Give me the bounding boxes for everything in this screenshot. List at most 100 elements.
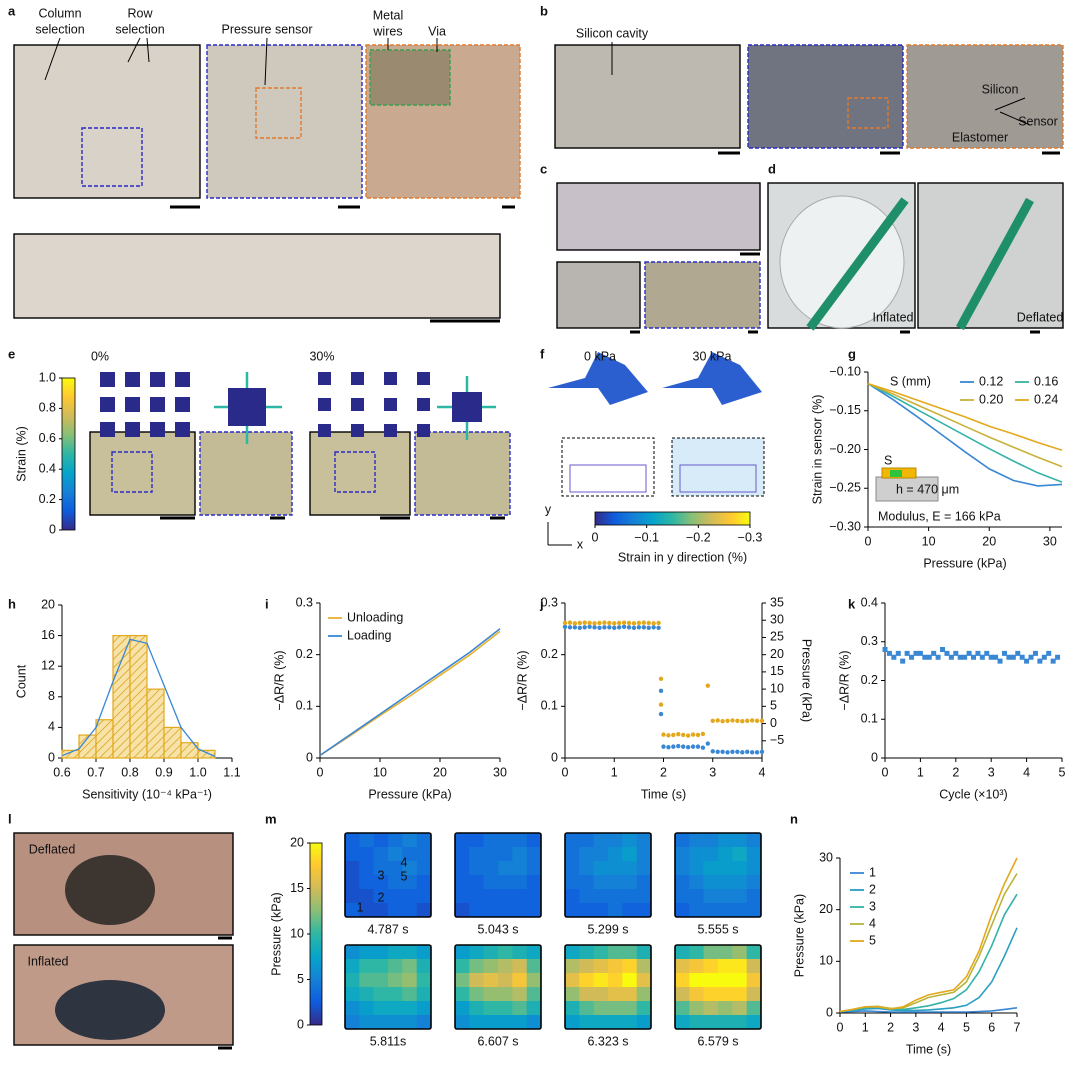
annotation: 30 kPa — [693, 349, 732, 363]
heatmap-cell — [498, 875, 513, 890]
point — [658, 711, 664, 717]
heatmap-cell — [469, 1001, 484, 1016]
heatmap-cell — [469, 1015, 484, 1030]
heatmap-cell — [359, 1015, 374, 1030]
heatmap-cell — [402, 1001, 417, 1016]
heatmap-cell — [345, 945, 360, 960]
heatmap-cell — [483, 945, 499, 960]
heatmap-cell — [675, 959, 690, 974]
heatmap-cell — [608, 945, 623, 960]
heatmap-cell — [345, 1001, 360, 1016]
point — [900, 658, 906, 664]
x-tick-label: 0.6 — [53, 765, 70, 779]
x-tick-label: 0 — [837, 1020, 844, 1034]
colorbar-tick-label: 0 — [297, 1017, 304, 1031]
heatmap-cell — [689, 959, 704, 974]
y-tick-label: 0.3 — [296, 595, 313, 609]
line-series — [319, 630, 501, 757]
heatmap-cell — [388, 903, 403, 918]
line-series — [839, 873, 1018, 1013]
cell-label: 3 — [378, 868, 385, 882]
panel-label: h — [8, 596, 16, 611]
inset-detail — [679, 464, 757, 493]
point — [1055, 654, 1061, 660]
x-axis-label: Pressure (kPa) — [368, 787, 451, 801]
y-tick-label: 0.1 — [296, 699, 313, 713]
catheter — [806, 197, 909, 331]
frame-time: 5.555 s — [697, 922, 738, 936]
inset-block — [875, 476, 939, 502]
x-tick-label: 4 — [1023, 765, 1030, 779]
heatmap-cell — [359, 875, 374, 890]
point — [592, 625, 597, 630]
x-tick-label: 0 — [562, 765, 569, 779]
heatmap-frame — [564, 944, 652, 1030]
y-axis-label: Pressure (kPa) — [792, 894, 806, 977]
heatmap-cell — [373, 945, 389, 960]
point — [988, 654, 994, 660]
photo — [644, 261, 761, 329]
heatmap-cell — [345, 861, 360, 876]
point — [681, 732, 686, 738]
heatmap-cell — [512, 1001, 527, 1016]
x-tick-label: 10 — [373, 765, 387, 779]
sensor-model — [662, 352, 762, 405]
heatmap-cell — [746, 959, 762, 974]
sensor-island — [175, 372, 190, 387]
heatmap-cell — [469, 833, 484, 848]
photo — [747, 44, 904, 149]
heatmap-cell — [455, 861, 470, 876]
heatmap-cell — [455, 1015, 470, 1030]
heatmap-cell — [402, 959, 417, 974]
heatmap-cell — [732, 889, 747, 904]
y-tick-label: 10 — [819, 954, 833, 968]
colorbar-label: Pressure (kPa) — [269, 892, 283, 975]
sensor-island — [384, 398, 397, 411]
panel-label: e — [8, 346, 15, 361]
heatmap-cell — [689, 1001, 704, 1016]
heatmap-cell — [526, 987, 542, 1002]
heatmap-cell — [469, 861, 484, 876]
point — [745, 749, 750, 754]
colorbar — [594, 511, 751, 526]
point — [705, 741, 711, 746]
x-tick-label: 20 — [433, 765, 447, 779]
heatmap-cell — [703, 847, 719, 862]
x-tick-label: 0.7 — [87, 765, 104, 779]
heatmap-cell — [675, 987, 690, 1002]
point — [607, 620, 612, 626]
line-series — [839, 893, 1018, 1013]
colorbar-tick-label: 0.4 — [39, 461, 56, 475]
point — [1037, 658, 1043, 664]
point — [754, 750, 760, 755]
point — [587, 620, 592, 626]
heatmap-cell — [469, 959, 484, 974]
y-tick-label: 20 — [819, 902, 833, 916]
sensor-island — [125, 372, 140, 387]
line-series — [867, 382, 1063, 468]
point — [658, 676, 664, 681]
heatmap-cell — [593, 903, 609, 918]
heatmap-cell — [345, 987, 360, 1002]
sensor-island — [384, 372, 397, 385]
point — [631, 625, 637, 630]
heatmap-cell — [622, 987, 637, 1002]
annotation: 0 kPa — [584, 349, 616, 363]
legend-label: Unloading — [347, 610, 403, 624]
y2-tick-label: 10 — [770, 681, 784, 695]
annotation: x — [577, 537, 584, 551]
annotation: selection — [35, 22, 84, 36]
point — [1019, 654, 1025, 660]
point — [658, 702, 664, 707]
heatmap-frame — [454, 832, 542, 918]
heatmap-cell — [373, 1015, 389, 1030]
heatmap-cell — [732, 1015, 747, 1030]
heatmap-cell — [498, 903, 513, 918]
annotation: Silicon cavity — [576, 26, 649, 40]
heatmap-cell — [689, 945, 704, 960]
y-tick-label: 0 — [551, 750, 558, 764]
legend-label: 1 — [869, 865, 876, 879]
heatmap-cell — [622, 833, 637, 848]
legend-label: 0.20 — [979, 392, 1003, 406]
cell-label: 2 — [378, 890, 385, 904]
